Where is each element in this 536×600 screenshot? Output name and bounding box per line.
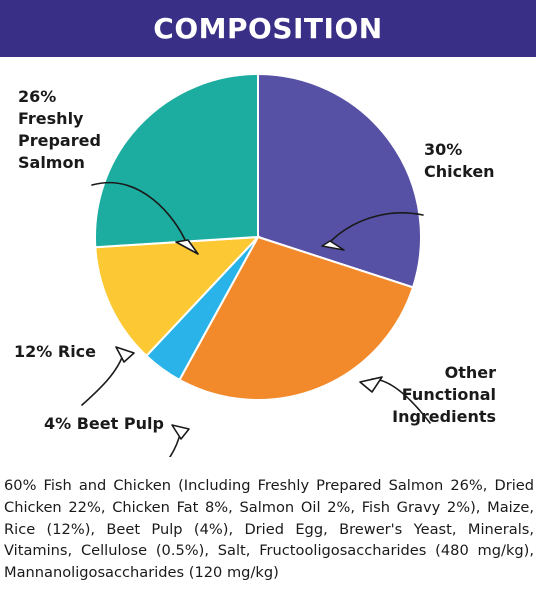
arrow-salmon	[91, 182, 187, 243]
pie-slice-chicken	[257, 72, 422, 289]
label-chicken-line-1: 30%	[424, 140, 463, 159]
pie-slice-other	[178, 235, 415, 401]
label-salmon-line-4: Salmon	[18, 153, 85, 172]
label-salmon-line-2: Freshly	[18, 109, 84, 128]
arrowhead-salmon	[175, 239, 199, 255]
arrowhead-rice	[115, 346, 135, 363]
label-salmon: 26% Freshly Prepared Salmon	[18, 86, 101, 174]
label-rice: 12% Rice	[14, 341, 96, 363]
pie-chart	[81, 72, 431, 457]
pie-slice-rice	[94, 235, 261, 358]
label-rice-line-1: 12% Rice	[14, 342, 97, 361]
label-arrows	[81, 182, 431, 457]
arrowhead-beet	[171, 424, 190, 440]
label-other-line-3: Ingredients	[392, 407, 496, 426]
pie-slice-salmon	[94, 72, 259, 249]
label-salmon-line-3: Prepared	[18, 131, 101, 150]
arrow-chicken	[329, 212, 424, 243]
header-bar: COMPOSITION	[0, 0, 536, 57]
label-chicken: 30% Chicken	[424, 139, 495, 183]
label-other-line-1: Other	[444, 363, 496, 382]
arrowhead-chicken	[321, 240, 345, 251]
label-beet-line-1: 4% Beet Pulp	[44, 414, 164, 433]
ingredients-text: 60% Fish and Chicken (Including Freshly …	[4, 477, 534, 582]
label-other-line-2: Functional	[401, 385, 496, 404]
pie-slices	[94, 72, 422, 401]
arrowhead-other	[359, 376, 383, 393]
label-other: Other Functional Ingredients	[392, 362, 496, 428]
label-salmon-line-1: 26%	[18, 87, 57, 106]
label-chicken-line-2: Chicken	[424, 162, 495, 181]
chart-title: COMPOSITION	[153, 12, 383, 45]
label-beet: 4% Beet Pulp	[44, 413, 164, 435]
